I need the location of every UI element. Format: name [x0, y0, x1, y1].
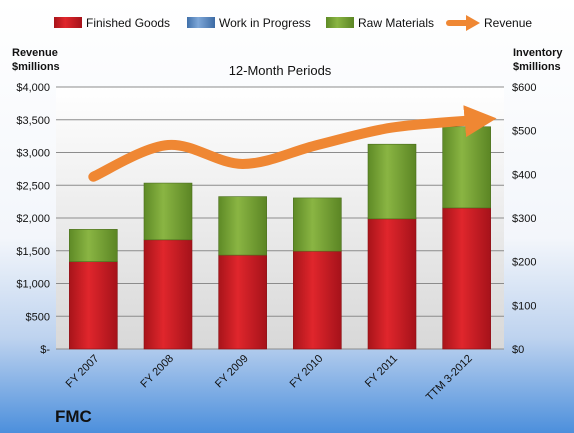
right-tick-label: $400: [512, 169, 536, 181]
legend: Finished Goods Work in Progress Raw Mate…: [54, 15, 532, 31]
bar-raw-materials: [293, 197, 342, 252]
left-tick-label: $-: [40, 344, 50, 356]
legend-label-work-in-progress: Work in Progress: [219, 16, 311, 30]
bar-raw-materials: [143, 182, 193, 241]
right-axis-title-line1: Inventory: [513, 47, 563, 59]
legend-label-raw-materials: Raw Materials: [358, 16, 434, 30]
legend-item-work-in-progress: Work in Progress: [187, 16, 311, 30]
legend-swatch-work-in-progress: [187, 17, 215, 28]
right-tick-label: $200: [512, 257, 536, 269]
legend-label-revenue: Revenue: [484, 16, 532, 30]
legend-item-finished-goods: Finished Goods: [54, 16, 170, 30]
bar-finished-goods: [218, 254, 267, 350]
revenue-line: [88, 105, 497, 182]
bars-group: [69, 126, 491, 350]
legend-swatch-raw-materials: [326, 17, 354, 28]
left-tick-label: $2,000: [16, 213, 50, 225]
chart-subtitle: 12-Month Periods: [229, 63, 332, 78]
legend-item-raw-materials: Raw Materials: [326, 16, 434, 30]
legend-swatch-finished-goods: [54, 17, 82, 28]
left-axis-ticks: $- $500 $1,000 $1,500 $2,000 $2,500 $3,000 $3,5…: [16, 82, 50, 356]
left-axis-title-line2: $millions: [12, 61, 60, 73]
bar-raw-materials: [442, 126, 491, 209]
left-tick-label: $1,000: [16, 279, 50, 291]
left-tick-label: $3,500: [16, 115, 50, 127]
legend-item-revenue: Revenue: [446, 15, 532, 31]
right-axis-ticks: $0 $100 $200 $300 $400 $500 $600: [512, 82, 536, 356]
bar-finished-goods: [293, 250, 342, 350]
company-name: FMC: [55, 407, 92, 426]
legend-label-finished-goods: Finished Goods: [86, 16, 170, 30]
right-tick-label: $300: [512, 213, 536, 225]
bar-finished-goods: [69, 261, 118, 350]
left-tick-label: $1,500: [16, 246, 50, 258]
right-tick-label: $0: [512, 344, 524, 356]
bar-finished-goods: [442, 207, 491, 350]
bar-finished-goods: [367, 218, 417, 350]
revenue-line-group: [88, 105, 497, 182]
bar-raw-materials: [218, 196, 267, 256]
bar-raw-materials: [367, 143, 417, 220]
left-axis-title-line1: Revenue: [12, 47, 58, 59]
left-tick-label: $500: [26, 311, 50, 323]
bar-raw-materials: [69, 229, 118, 262]
left-tick-label: $3,000: [16, 148, 50, 160]
right-tick-label: $500: [512, 126, 536, 138]
legend-arrow-icon: [466, 15, 480, 31]
left-tick-label: $4,000: [16, 82, 50, 94]
bar-finished-goods: [143, 239, 193, 350]
right-axis-title-line2: $millions: [513, 61, 561, 73]
right-tick-label: $100: [512, 300, 536, 312]
left-tick-label: $2,500: [16, 180, 50, 192]
right-tick-label: $600: [512, 82, 536, 94]
